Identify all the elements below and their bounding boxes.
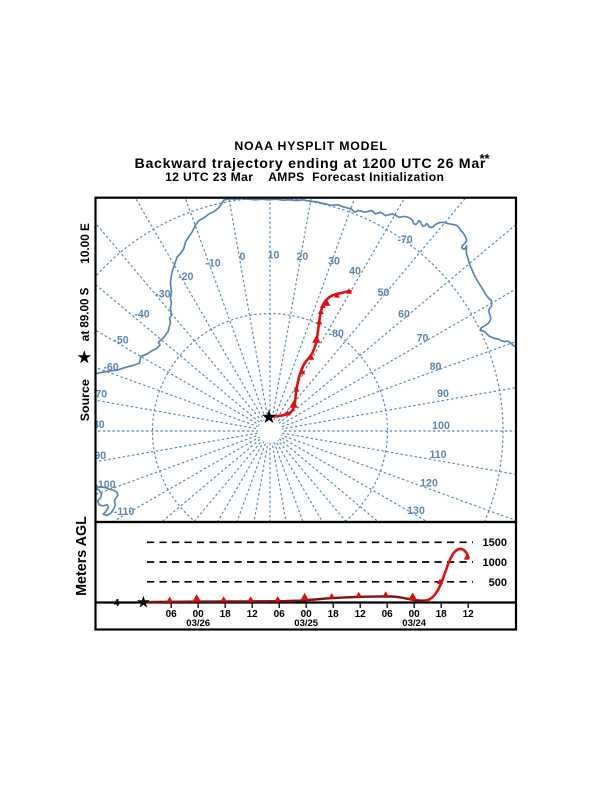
svg-text:12 UTC 23 Mar AMPS Forecas: 12 UTC 23 Mar AMPS Forecast Initializati… bbox=[165, 170, 444, 184]
svg-text:-110: -110 bbox=[114, 506, 135, 518]
svg-text:20: 20 bbox=[297, 251, 309, 263]
svg-text:30: 30 bbox=[328, 255, 340, 267]
svg-text:110: 110 bbox=[429, 449, 446, 461]
svg-text:-50: -50 bbox=[113, 334, 128, 346]
svg-text:-80: -80 bbox=[89, 419, 104, 431]
svg-text:60: 60 bbox=[398, 308, 410, 320]
svg-text:03/26: 03/26 bbox=[186, 618, 210, 629]
svg-text:06: 06 bbox=[166, 609, 178, 620]
svg-text:50: 50 bbox=[378, 287, 390, 299]
svg-text:120: 120 bbox=[420, 477, 438, 489]
svg-text:500: 500 bbox=[489, 577, 507, 589]
svg-text:130: 130 bbox=[407, 505, 425, 517]
svg-text:-100: -100 bbox=[94, 479, 115, 491]
svg-text:100: 100 bbox=[432, 420, 450, 432]
svg-text:12: 12 bbox=[355, 609, 367, 620]
svg-text:1500: 1500 bbox=[483, 537, 507, 549]
svg-text:00: 00 bbox=[193, 609, 205, 620]
svg-text:1000: 1000 bbox=[483, 557, 507, 569]
svg-text:03/24: 03/24 bbox=[402, 618, 426, 629]
svg-text:40: 40 bbox=[349, 265, 361, 277]
svg-text:18: 18 bbox=[436, 609, 448, 620]
svg-text:at: at bbox=[78, 331, 92, 342]
svg-text:-10: -10 bbox=[205, 258, 220, 270]
svg-text:00: 00 bbox=[301, 609, 313, 620]
svg-text:0: 0 bbox=[240, 251, 246, 263]
svg-text:03/25: 03/25 bbox=[294, 618, 318, 629]
svg-text:-70: -70 bbox=[397, 234, 412, 246]
svg-text:80: 80 bbox=[430, 361, 442, 373]
svg-text:-60: -60 bbox=[103, 361, 118, 373]
svg-text:18: 18 bbox=[220, 609, 232, 620]
svg-text:-20: -20 bbox=[178, 271, 193, 283]
svg-text:89.00 S: 89.00 S bbox=[78, 287, 91, 327]
svg-text:4: 4 bbox=[114, 597, 120, 609]
svg-text:90: 90 bbox=[437, 388, 449, 400]
svg-text:70: 70 bbox=[417, 332, 429, 344]
svg-text:06: 06 bbox=[274, 609, 286, 620]
svg-text:NOAA HYSPLIT MODEL: NOAA HYSPLIT MODEL bbox=[234, 139, 387, 153]
svg-text:12: 12 bbox=[463, 609, 475, 620]
svg-text:00: 00 bbox=[409, 609, 421, 620]
svg-text:-30: -30 bbox=[155, 288, 170, 300]
svg-text:18: 18 bbox=[328, 609, 340, 620]
svg-text:**: ** bbox=[480, 151, 491, 166]
svg-text:Backward trajectory ending at: Backward trajectory ending at 1200 UTC 2… bbox=[135, 156, 487, 172]
svg-text:-90: -90 bbox=[91, 450, 106, 462]
svg-text:-80: -80 bbox=[329, 328, 344, 340]
svg-text:-40: -40 bbox=[134, 308, 149, 320]
svg-text:Meters AGL: Meters AGL bbox=[74, 516, 90, 596]
svg-text:06: 06 bbox=[382, 609, 394, 620]
svg-text:Source: Source bbox=[78, 379, 92, 421]
svg-text:-70: -70 bbox=[92, 388, 107, 400]
svg-text:12: 12 bbox=[247, 609, 259, 620]
svg-text:10.00 E: 10.00 E bbox=[78, 223, 92, 264]
svg-text:10: 10 bbox=[268, 249, 280, 261]
